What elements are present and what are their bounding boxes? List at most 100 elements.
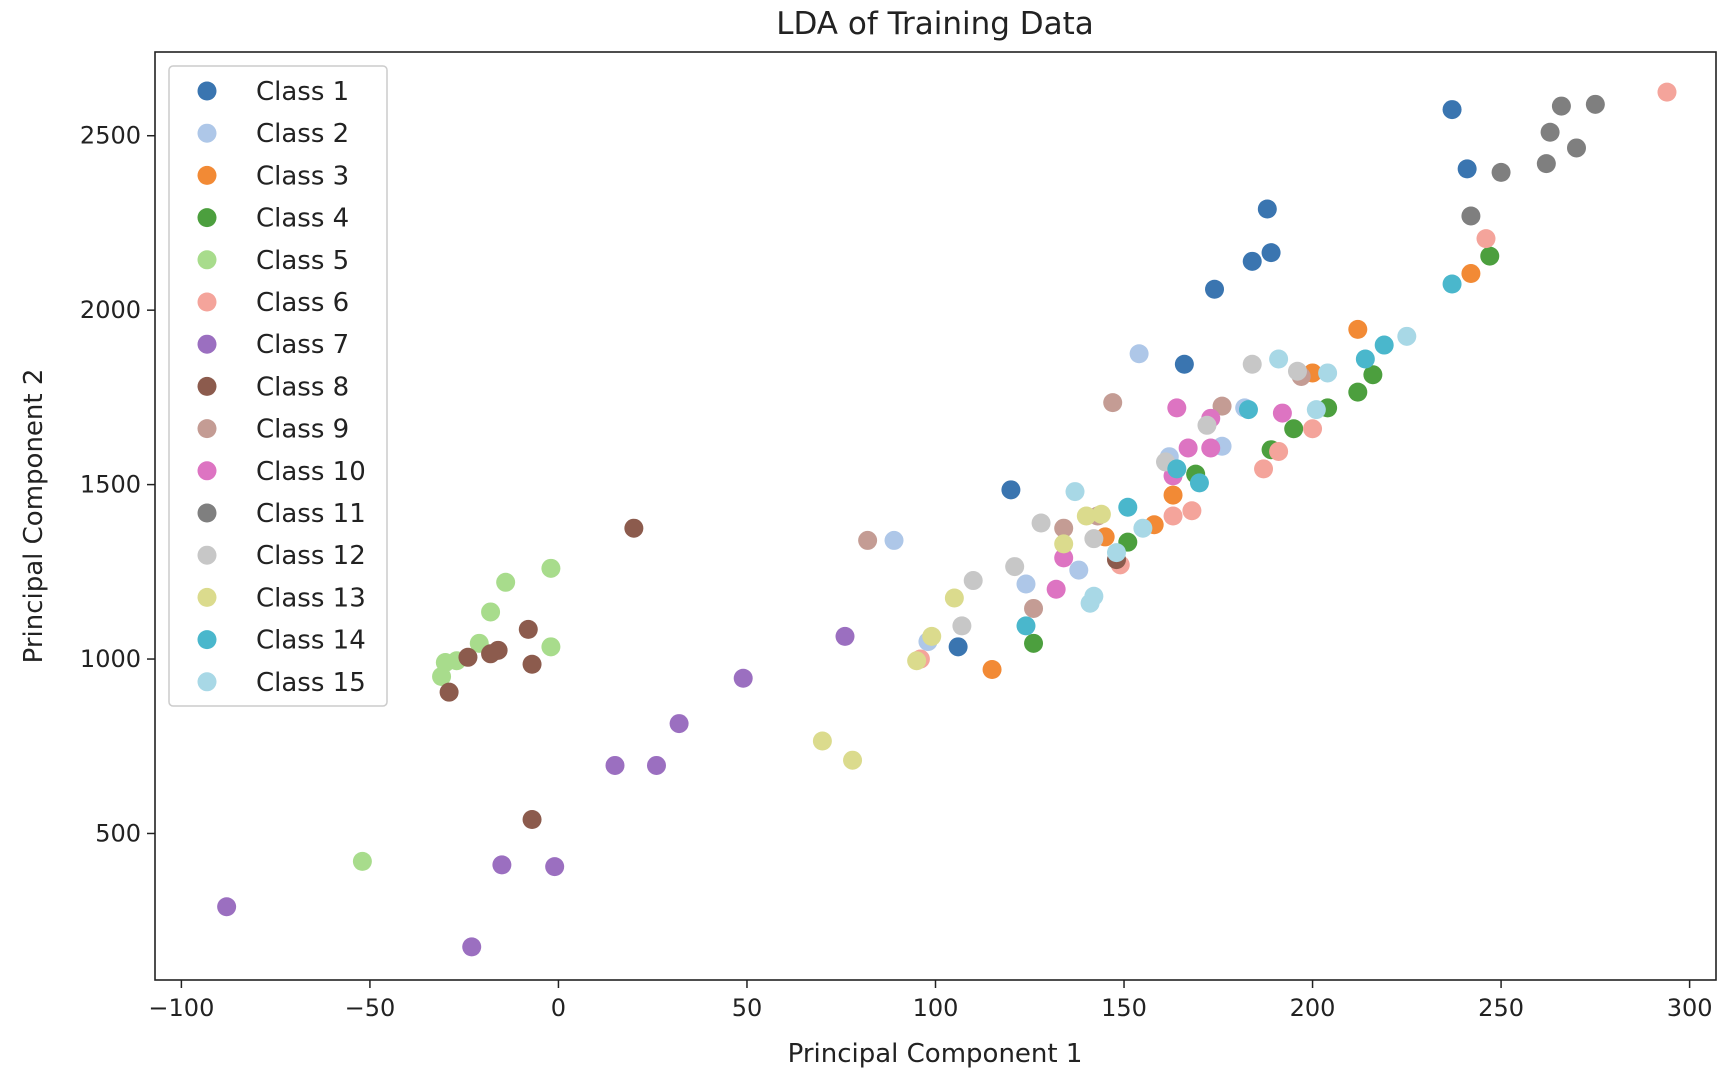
data-point bbox=[1133, 518, 1153, 538]
data-point bbox=[1242, 354, 1262, 374]
data-point bbox=[1480, 246, 1500, 266]
data-point bbox=[1167, 459, 1187, 479]
data-point bbox=[646, 755, 666, 775]
data-point bbox=[858, 530, 878, 550]
data-point bbox=[1024, 633, 1044, 653]
data-point bbox=[352, 851, 372, 871]
data-point bbox=[458, 647, 478, 667]
data-point bbox=[518, 619, 538, 639]
y-axis: 500 1000 1500 2000 2500 bbox=[80, 122, 155, 847]
data-point bbox=[1355, 349, 1375, 369]
data-point bbox=[1163, 506, 1183, 526]
data-point bbox=[541, 558, 561, 578]
data-point bbox=[835, 626, 855, 646]
data-point bbox=[1348, 319, 1368, 339]
data-point bbox=[1306, 400, 1326, 420]
data-point bbox=[1091, 504, 1111, 524]
data-point bbox=[522, 654, 542, 674]
chart-title: LDA of Training Data bbox=[776, 6, 1094, 42]
data-point bbox=[1254, 459, 1274, 479]
legend-marker bbox=[197, 672, 217, 692]
data-point bbox=[669, 714, 689, 734]
legend-entry-label: Class 1 bbox=[256, 77, 349, 107]
legend-marker bbox=[197, 419, 217, 439]
data-point bbox=[1174, 354, 1194, 374]
data-point bbox=[1442, 100, 1462, 120]
data-point bbox=[1212, 396, 1232, 416]
data-point bbox=[907, 651, 927, 671]
data-point bbox=[481, 644, 501, 664]
data-point bbox=[1287, 361, 1307, 381]
data-point bbox=[1540, 122, 1560, 142]
data-point bbox=[1129, 344, 1149, 364]
data-point bbox=[1491, 162, 1511, 182]
y-tick-label: 2500 bbox=[80, 122, 141, 150]
legend-marker bbox=[197, 208, 217, 228]
data-point bbox=[1348, 382, 1368, 402]
legend-entry-label: Class 7 bbox=[256, 330, 349, 360]
plot-frame bbox=[154, 51, 1717, 981]
data-point bbox=[1197, 415, 1217, 435]
data-point bbox=[1005, 557, 1025, 577]
data-point bbox=[496, 572, 516, 592]
data-point bbox=[884, 530, 904, 550]
legend-entry-label: Class 3 bbox=[256, 161, 349, 191]
legend-entry-label: Class 2 bbox=[256, 119, 349, 149]
data-points bbox=[217, 82, 1677, 957]
data-point bbox=[1182, 501, 1202, 521]
data-point bbox=[1054, 518, 1074, 538]
legend-marker bbox=[197, 292, 217, 312]
legend-marker bbox=[197, 334, 217, 354]
data-point bbox=[481, 602, 501, 622]
legend: Class 1 Class 2 Class 3 Class 4 Class 5 Class… bbox=[168, 65, 388, 707]
legend-marker bbox=[197, 250, 217, 270]
data-point bbox=[522, 810, 542, 830]
data-point bbox=[1272, 403, 1292, 423]
data-point bbox=[1046, 579, 1066, 599]
legend-entry-label: Class 10 bbox=[256, 457, 366, 487]
data-point bbox=[812, 731, 832, 751]
legend-marker bbox=[197, 123, 217, 143]
x-tick-label: 250 bbox=[1478, 994, 1524, 1022]
data-point bbox=[432, 666, 452, 686]
data-point bbox=[541, 637, 561, 657]
data-point bbox=[1106, 543, 1126, 563]
data-point bbox=[982, 660, 1002, 680]
x-axis: −100 −50 0 50 100 150 200 250 300 bbox=[148, 980, 1713, 1022]
data-point bbox=[1201, 438, 1221, 458]
data-point bbox=[1178, 438, 1198, 458]
data-point bbox=[952, 616, 972, 636]
data-point bbox=[1261, 243, 1281, 263]
data-point bbox=[1457, 159, 1477, 179]
y-axis-label: Principal Component 2 bbox=[19, 369, 49, 664]
data-point bbox=[733, 668, 753, 688]
data-point bbox=[963, 571, 983, 591]
data-point bbox=[545, 857, 565, 877]
data-point bbox=[605, 755, 625, 775]
legend-entry-label: Class 8 bbox=[256, 372, 349, 402]
legend-marker bbox=[197, 165, 217, 185]
data-point bbox=[1065, 482, 1085, 502]
data-point bbox=[1585, 94, 1605, 114]
data-point bbox=[1657, 82, 1677, 102]
data-point bbox=[1054, 548, 1074, 568]
legend-box bbox=[168, 65, 388, 707]
y-tick-label: 500 bbox=[95, 819, 141, 847]
y-tick-label: 1500 bbox=[80, 471, 141, 499]
legend-marker bbox=[197, 81, 217, 101]
x-tick-label: 300 bbox=[1667, 994, 1713, 1022]
data-point bbox=[1103, 393, 1123, 413]
data-point bbox=[1238, 400, 1258, 420]
data-point bbox=[439, 682, 459, 702]
data-point bbox=[1269, 441, 1289, 461]
data-point bbox=[1242, 251, 1262, 271]
data-point bbox=[624, 518, 644, 538]
data-point bbox=[1016, 616, 1036, 636]
data-point bbox=[944, 588, 964, 608]
data-point bbox=[1069, 560, 1089, 580]
data-point bbox=[1080, 593, 1100, 613]
data-point bbox=[1054, 534, 1074, 554]
data-point bbox=[1118, 497, 1138, 517]
data-point bbox=[462, 937, 482, 957]
